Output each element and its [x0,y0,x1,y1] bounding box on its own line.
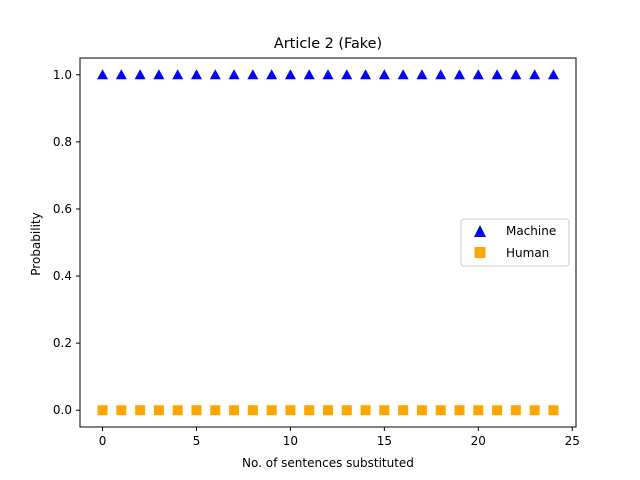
x-tick-label: 25 [565,434,580,448]
x-axis-label: No. of sentences substituted [242,456,414,470]
legend: Machine Human [460,218,570,267]
point-human [304,405,315,416]
point-human [323,405,333,416]
point-human [360,405,371,416]
point-human [210,405,221,416]
point-human [379,405,390,416]
point-machine [435,69,447,80]
x-tick-label: 15 [377,434,392,448]
point-human [266,405,277,416]
legend-label-human: Human [506,246,549,260]
y-axis-label: Probability [29,212,43,275]
point-human [97,405,108,416]
point-human [492,405,503,416]
point-human [473,405,484,416]
y-tick-label: 0.2 [53,336,72,350]
plot-area [97,69,559,416]
point-machine [360,69,372,80]
point-machine [341,69,353,80]
y-tick-label: 0.6 [53,202,72,216]
point-human [398,405,409,416]
series-machine [97,69,559,80]
x-tick-label: 0 [99,434,107,448]
legend-box [460,218,570,267]
point-human [510,405,521,416]
point-human [172,405,183,416]
point-human [116,405,127,416]
point-machine [416,69,428,80]
point-machine [209,69,221,80]
point-machine [172,69,184,80]
point-machine [529,69,541,80]
legend-marker-human [474,247,486,258]
point-machine [472,69,484,80]
plot-frame [79,57,577,428]
x-tick-label: 10 [283,434,298,448]
point-human [529,405,540,416]
point-machine [284,69,296,80]
point-human [548,405,559,416]
point-human [285,405,296,416]
point-machine [153,69,165,80]
y-tick-label: 0.8 [53,135,72,149]
point-machine [510,69,522,80]
point-human [454,405,465,416]
x-tick-label: 5 [193,434,201,448]
point-human [135,405,146,416]
y-axis: 0.0 0.2 0.4 0.6 0.8 1.0 [53,68,80,417]
series-human [97,405,559,416]
legend-marker-machine [474,225,486,237]
point-machine [397,69,409,80]
x-tick-label: 20 [471,434,486,448]
y-tick-label: 0.0 [53,403,72,417]
point-machine [190,69,202,80]
point-machine [378,69,390,80]
point-human [229,405,240,416]
point-human [191,405,202,416]
point-machine [266,69,278,80]
point-human [341,405,352,416]
point-machine [247,69,259,80]
y-tick-label: 1.0 [53,68,72,82]
legend-label-machine: Machine [506,224,556,238]
point-machine [322,69,334,80]
point-human [435,405,446,416]
point-machine [303,69,315,80]
point-human [416,405,427,416]
point-human [153,405,164,416]
point-machine [454,69,466,80]
point-machine [134,69,146,80]
point-machine [228,69,240,80]
chart-title: Article 2 (Fake) [274,36,382,52]
point-machine [115,69,127,80]
point-machine [547,69,559,80]
y-tick-label: 0.4 [53,269,72,283]
x-axis: 0 5 10 15 20 25 [99,427,580,448]
point-machine [97,69,109,80]
point-human [247,405,258,416]
point-machine [491,69,503,80]
